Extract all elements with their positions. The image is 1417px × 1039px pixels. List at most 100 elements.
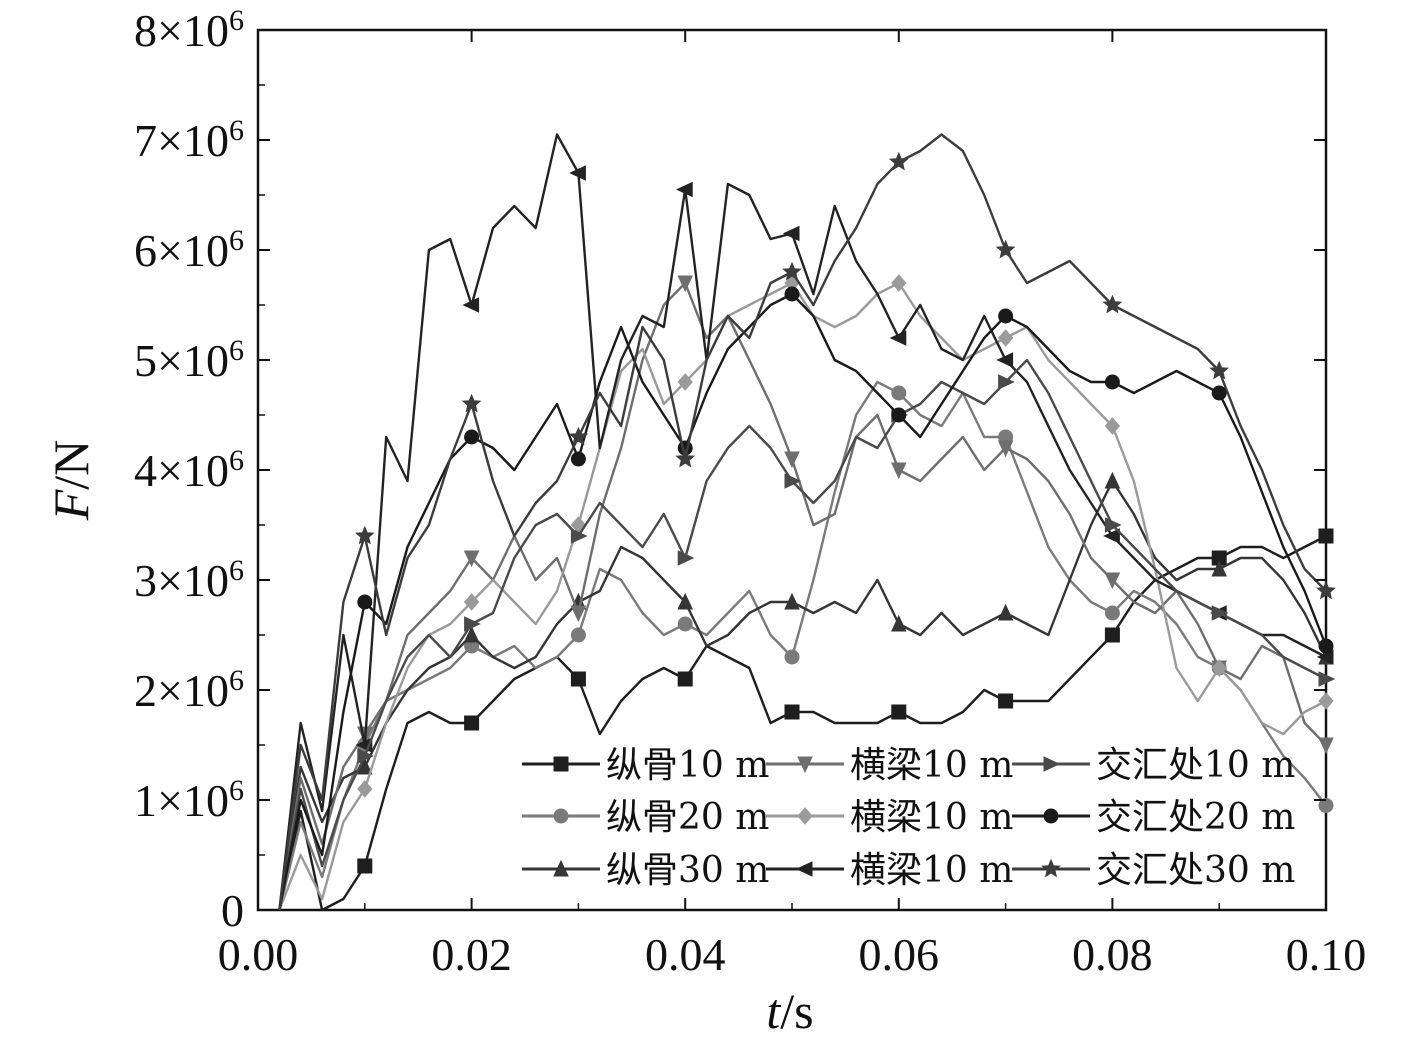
series-1 [278,528,1334,912]
data-point [463,550,480,568]
data-point [357,780,373,798]
data-point [891,614,907,632]
data-point [1104,517,1122,533]
data-point [889,330,907,346]
legend-label: 交汇处10 m [1096,745,1295,786]
legend: 纵骨10 m 纵骨20 m 纵骨30 m 横梁10 m 横梁10 m 横梁10 m 交汇处1… [522,745,1295,891]
data-point [782,261,802,281]
y-axis-title: F/N [43,440,99,522]
legend-label: 纵骨10 m [606,745,769,786]
legend-label: 横梁10 m [850,850,1013,891]
legend-swatch-marker [797,756,813,774]
legend-label: 纵骨20 m [606,797,769,838]
legend-label: 横梁10 m [850,745,1013,786]
data-point [357,858,373,874]
series-5 [278,274,1334,911]
data-point [1318,692,1334,710]
data-point [1316,649,1334,665]
data-point [570,528,588,544]
y-tick-label: 6×106 [134,224,244,277]
legend-swatch-marker [797,807,813,825]
data-point [462,297,480,313]
data-point [677,671,693,687]
series-line [278,133,1327,911]
legend-item: 交汇处30 m [1012,850,1295,891]
legend-swatch-marker [553,756,569,772]
data-point [461,393,482,413]
data-point [675,448,696,468]
data-point [464,715,480,731]
y-tick-label: 2×106 [134,664,244,717]
data-point [677,550,695,566]
data-point [1104,374,1120,390]
legend-swatch-marker [553,808,569,824]
series-line [278,358,1327,911]
data-point [1316,580,1336,600]
legend-label: 纵骨30 m [606,850,769,891]
data-point [357,594,373,610]
data-point [1211,385,1227,401]
data-point [357,757,373,775]
x-tick-label: 0.02 [431,929,512,980]
data-point [569,165,586,181]
y-tick-label: 3×106 [134,554,244,607]
data-point [891,385,907,401]
data-point [784,649,800,665]
data-point [677,616,693,632]
data-point [676,181,693,198]
legend-label: 交汇处20 m [1096,797,1295,838]
data-point [891,407,907,423]
axes-layer: 0.00 0.02 0.04 0.06 0.08 0.10 0 1×106 2×106 3×106… [134,4,1366,981]
series-7 [278,358,1336,911]
data-point [891,462,907,480]
data-point [570,627,586,643]
data-point [891,704,907,720]
legend-swatch-marker [553,859,569,877]
data-point [1104,627,1120,643]
data-point [782,225,800,242]
data-point [995,239,1016,259]
series-line [278,281,1327,911]
legend-item: 纵骨20 m [522,797,769,838]
legend-swatch-marker [1043,756,1061,772]
y-tick-label: 7×106 [134,114,244,167]
data-point [570,605,587,623]
legend-item: 纵骨10 m [522,745,769,786]
data-point [1209,360,1230,380]
series-line [278,133,1327,911]
data-point [677,373,693,391]
data-point [354,525,375,545]
x-tick-label: 0.04 [645,929,726,980]
series-9 [278,133,1336,911]
legend-item: 交汇处10 m [1012,745,1295,786]
y-tick-label: 4×106 [134,444,244,497]
series-6 [278,133,1334,911]
y-tick-label: 1×106 [134,774,244,827]
data-point [1103,528,1120,544]
data-point [1318,737,1334,755]
series-layer [278,133,1336,912]
data-point [784,592,800,610]
data-point [1104,572,1121,590]
legend-swatch-marker [795,861,813,877]
data-point [677,275,693,293]
legend-swatch-marker [1041,858,1061,878]
x-axis-title: t/s [766,983,813,1039]
data-point [1211,659,1227,677]
series-3 [278,471,1334,911]
data-point [1211,559,1227,577]
series-8 [278,286,1334,911]
data-point [463,593,480,611]
data-point [1104,605,1120,621]
data-point [997,329,1014,347]
x-tick-label: 0.08 [1072,929,1153,980]
data-point [464,429,480,445]
legend-item: 纵骨30 m [522,850,769,891]
data-point [1104,417,1121,435]
y-tick-label: 8×106 [134,4,244,57]
x-tick-label: 0.06 [859,929,940,980]
x-tick-label: 0.10 [1286,929,1367,980]
data-point [998,308,1014,324]
legend-item: 横梁10 m [766,797,1013,838]
data-point [784,473,802,489]
